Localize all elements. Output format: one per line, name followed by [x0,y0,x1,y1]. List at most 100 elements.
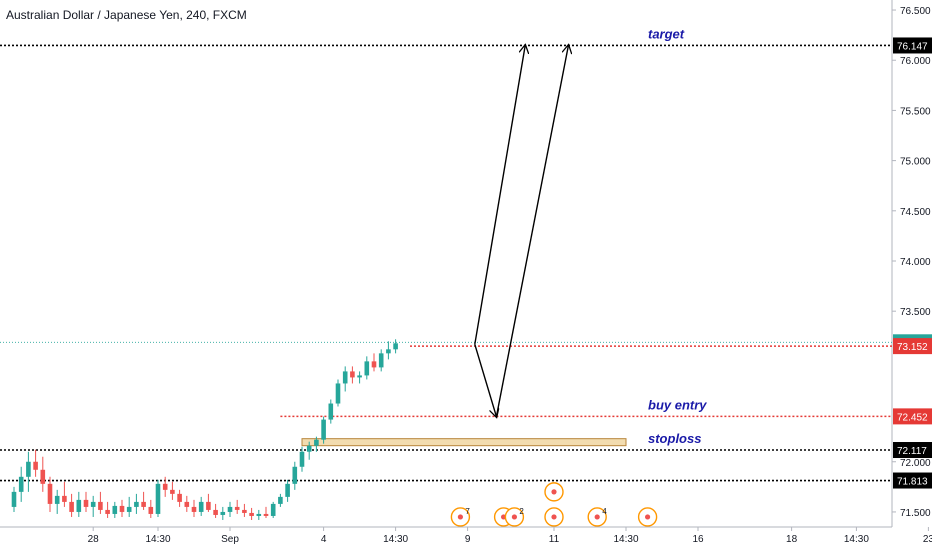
economic-event-dot [551,514,557,520]
y-tick-label: 73.500 [900,307,931,318]
candle-body [126,506,132,512]
candle-body [33,461,38,470]
projection-arrow [474,344,497,416]
candle-body [90,501,96,507]
y-tick-label: 74.500 [900,207,931,218]
projection-arrow [495,45,568,417]
economic-event-dot [457,514,463,520]
y-tick-label: 76.000 [900,56,931,67]
candle-body [242,509,247,513]
x-tick-label: 16 [692,534,704,545]
candle-body [371,361,377,368]
economic-event-dot [511,514,517,520]
candle-body [18,476,24,492]
price-level-badge [893,37,932,54]
candle-body [141,501,146,507]
candle-body [292,466,298,484]
candle-body [98,501,103,510]
candle-body [256,513,262,516]
candle-body [112,505,118,514]
price-level-label: 73.152 [897,342,928,353]
price-level-label: 71.813 [897,477,928,488]
candle-body [328,403,334,420]
candle-body [184,501,190,507]
x-tick-label: 18 [786,534,798,545]
candle-body [134,501,139,507]
candle-body [191,506,197,512]
x-tick-label: 14:30 [383,534,408,545]
economic-event-dot [551,489,557,495]
x-tick-label: 9 [465,534,471,545]
candle-body [364,361,370,376]
candle-body [11,491,17,507]
x-tick-label: 14:30 [145,534,170,545]
annotation-target: target [648,26,685,41]
candle-body [285,483,290,497]
event-count: 4 [602,507,607,516]
candle-body [378,353,384,368]
x-tick-label: 23 [923,534,932,545]
candle-body [76,499,82,512]
candle-body [335,383,341,404]
y-tick-label: 76.500 [900,6,931,17]
candle-body [386,349,391,354]
price-level-badge [893,442,932,459]
candle-body [314,439,319,446]
y-tick-label: 75.500 [900,106,931,117]
price-level-label: 72.452 [897,412,928,423]
candle-body [170,489,175,494]
support-zone [301,438,627,447]
chart-title: Australian Dollar / Japanese Yen, 240, F… [6,8,247,22]
candle-body [54,495,60,504]
candle-body [393,343,398,350]
candle-body [40,469,46,484]
candle-body [350,371,355,378]
candle-body [306,445,312,452]
candle-body [206,501,211,510]
candle-body [357,375,362,378]
price-level-badge [893,408,932,425]
y-tick-label: 71.500 [900,508,931,519]
candle-body [220,511,226,515]
candle-body [162,483,168,490]
candle-body [299,451,305,467]
economic-event-dot [594,514,600,520]
price-level-badge [893,472,932,489]
candle-body [105,509,110,514]
candle-body [26,461,31,477]
candle-body [278,496,283,504]
candle-body [263,513,269,516]
candle-body [119,505,125,512]
annotation-buy-entry: buy entry [648,397,707,412]
price-level-badge [893,338,932,355]
candle-body [321,419,326,440]
projection-arrow [474,45,525,345]
x-tick-label: 4 [321,534,327,545]
candle-body [69,501,74,512]
y-tick-label: 74.000 [900,257,931,268]
candle-body [213,509,218,515]
candle-body [234,506,240,510]
x-tick-label: 11 [549,534,560,545]
candle-body [198,501,204,512]
x-tick-label: 28 [88,534,100,545]
candle-body [155,483,161,514]
economic-event-dot [645,514,651,520]
annotation-stoploss: stoploss [648,431,701,446]
y-tick-label: 72.000 [900,458,931,469]
x-tick-label: 14:30 [844,534,869,545]
candle-body [83,499,89,507]
candle-body [227,506,233,512]
price-level-label: 72.117 [897,446,927,457]
candle-body [342,371,348,384]
candle-body [249,512,254,516]
price-level-label: 76.147 [897,41,928,52]
event-count: 2 [519,507,524,516]
x-tick-label: Sep [221,534,239,545]
candle-body [148,506,154,514]
y-tick-label: 75.000 [900,157,931,168]
x-tick-label: 14:30 [613,534,638,545]
candle-body [47,483,53,504]
candle-body [270,503,276,516]
